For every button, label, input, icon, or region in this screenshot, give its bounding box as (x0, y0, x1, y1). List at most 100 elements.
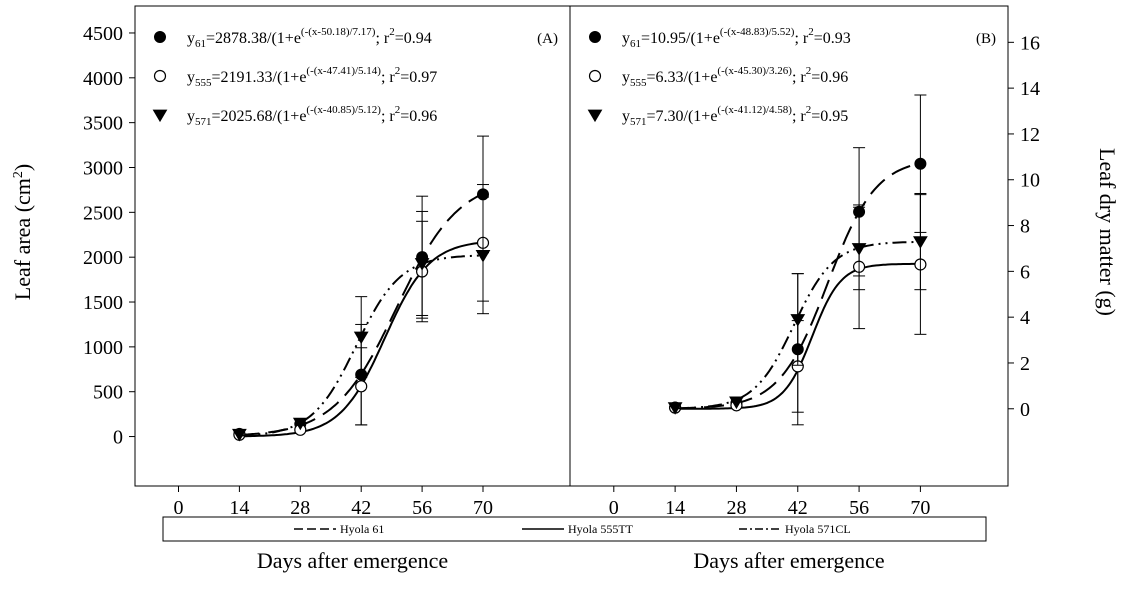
equation-marker (587, 109, 603, 123)
x-tick-label: 14 (229, 497, 249, 519)
x-tick-label: 28 (290, 497, 310, 519)
y-axis-label: Leaf dry matter (g) (1095, 148, 1120, 316)
y-tick-label: 12 (1020, 124, 1040, 146)
x-tick-label: 56 (849, 497, 869, 519)
equation-marker (154, 31, 166, 43)
equation-tail: ; r (381, 69, 395, 86)
equation-exponent: (-(x-40.85)/5.12) (306, 104, 381, 116)
x-axis-label: Days after emergence (257, 548, 448, 573)
x-tick-label: 56 (412, 497, 432, 519)
panel-tag: (A) (537, 31, 558, 47)
equation-subscript: 61 (630, 38, 641, 50)
equation-exponent: (-(x-41.12)/4.58) (717, 104, 792, 116)
equation-body: =7.30/(1+e (647, 108, 718, 125)
equation-y: y (187, 108, 195, 125)
y-tick-label: 8 (1020, 216, 1030, 238)
x-axis-label: Days after emergence (693, 548, 884, 573)
equation-subscript: 61 (195, 38, 206, 50)
equation-body: =2191.33/(1+e (212, 69, 307, 86)
y-axis-label: Leaf area (cm2) (10, 164, 35, 300)
data-point (414, 258, 430, 271)
equation: y571=2025.68/(1+e(-(x-40.85)/5.12); r2=0… (187, 104, 437, 128)
x-tick-label: 0 (609, 497, 619, 519)
equation-subscript: 555 (195, 77, 212, 89)
equation: y61=10.95/(1+e(-(x-48.83)/5.52); r2=0.93 (622, 26, 851, 50)
x-tick-label: 70 (473, 497, 493, 519)
equation-r2-value: =0.95 (811, 108, 848, 125)
x-tick-label: 14 (665, 497, 685, 519)
panel-b: 0 14 28 42 56 70 0 2 4 6 8 10 12 14 16 Days after emerg… (569, 5, 1120, 573)
y-tick-label: 14 (1020, 78, 1040, 100)
y-axis-label-end: ) (10, 164, 35, 171)
data-point (355, 380, 368, 393)
equation-y: y (622, 69, 630, 86)
x-tick-label: 42 (351, 497, 371, 519)
equation-r2-sup: 2 (806, 65, 812, 77)
equation-exponent: (-(x-45.30)/3.26) (717, 65, 792, 77)
equation-exponent: (-(x-48.83)/5.52) (720, 26, 795, 38)
y-tick-label: 3500 (83, 113, 123, 135)
x-tick-label: 70 (910, 497, 930, 519)
y-tick-label: 1500 (83, 292, 123, 314)
y-tick-label: 4000 (83, 68, 123, 90)
data-point (914, 157, 927, 170)
equation-r2-value: =0.93 (814, 30, 851, 47)
x-tick-label: 0 (174, 497, 184, 519)
y-tick-label: 2500 (83, 202, 123, 224)
equation-marker (589, 31, 601, 43)
equation-body: =2878.38/(1+e (206, 30, 301, 47)
equation-r2-sup: 2 (808, 26, 814, 38)
y-tick-label: 10 (1020, 170, 1040, 192)
x-tick-label: 42 (788, 497, 808, 519)
data-point (851, 243, 867, 256)
equation-marker (588, 69, 602, 83)
data-point (729, 396, 744, 410)
equation-y: y (187, 69, 195, 86)
equation: y571=7.30/(1+e(-(x-41.12)/4.58); r2=0.95 (622, 104, 848, 128)
series-hyola-571cl (232, 196, 491, 442)
legend: Hyola 61 Hyola 555TT Hyola 571CL (162, 516, 987, 542)
y-tick-label: 0 (113, 427, 123, 449)
y-tick-label: 0 (1020, 399, 1030, 421)
equation-tail: ; r (375, 30, 389, 47)
legend-box (162, 516, 987, 542)
equation-tail: ; r (794, 30, 808, 47)
y-tick-label: 2 (1020, 353, 1030, 375)
equation-tail: ; r (792, 69, 806, 86)
y-tick-label: 6 (1020, 261, 1030, 283)
y-tick-label: 4500 (83, 23, 123, 45)
series-hyola-571cl (667, 192, 928, 415)
data-point (292, 417, 308, 431)
data-point (790, 314, 806, 327)
y-axis-label-text: Leaf area (cm (10, 178, 35, 300)
panel-tag: (B) (976, 31, 996, 47)
equation-marker (152, 109, 168, 123)
equation-subscript: 555 (630, 77, 647, 89)
equation: y61=2878.38/(1+e(-(x-50.18)/7.17); r2=0.… (187, 26, 432, 50)
legend-item-label: Hyola 555TT (568, 522, 634, 536)
y-tick-label: 2000 (83, 247, 123, 269)
data-point (475, 250, 491, 263)
equation-r2-value: =0.96 (811, 69, 848, 86)
equation-body: =2025.68/(1+e (212, 108, 307, 125)
equation: y555=2191.33/(1+e(-(x-47.41)/5.14); r2=0… (187, 65, 437, 89)
equation-marker (153, 69, 167, 83)
data-point (232, 428, 247, 442)
y-tick-label: 4 (1020, 307, 1030, 329)
equation-exponent: (-(x-50.18)/7.17) (301, 26, 376, 38)
equation-subscript: 571 (195, 116, 212, 128)
plot-frame (569, 5, 1009, 487)
equation-r2-value: =0.94 (395, 30, 432, 47)
equation-body: =10.95/(1+e (641, 30, 720, 47)
y-axis-label-sup: 2 (11, 171, 26, 178)
equation-tail: ; r (792, 108, 806, 125)
equation-r2-sup: 2 (389, 26, 395, 38)
equation-r2-sup: 2 (395, 65, 401, 77)
equation-exponent: (-(x-47.41)/5.14) (306, 65, 381, 77)
equation-y: y (622, 108, 630, 125)
equation-y: y (622, 30, 630, 47)
data-point (913, 236, 928, 249)
equation-body: =6.33/(1+e (647, 69, 718, 86)
data-point (353, 331, 369, 345)
y-tick-label: 3000 (83, 157, 123, 179)
